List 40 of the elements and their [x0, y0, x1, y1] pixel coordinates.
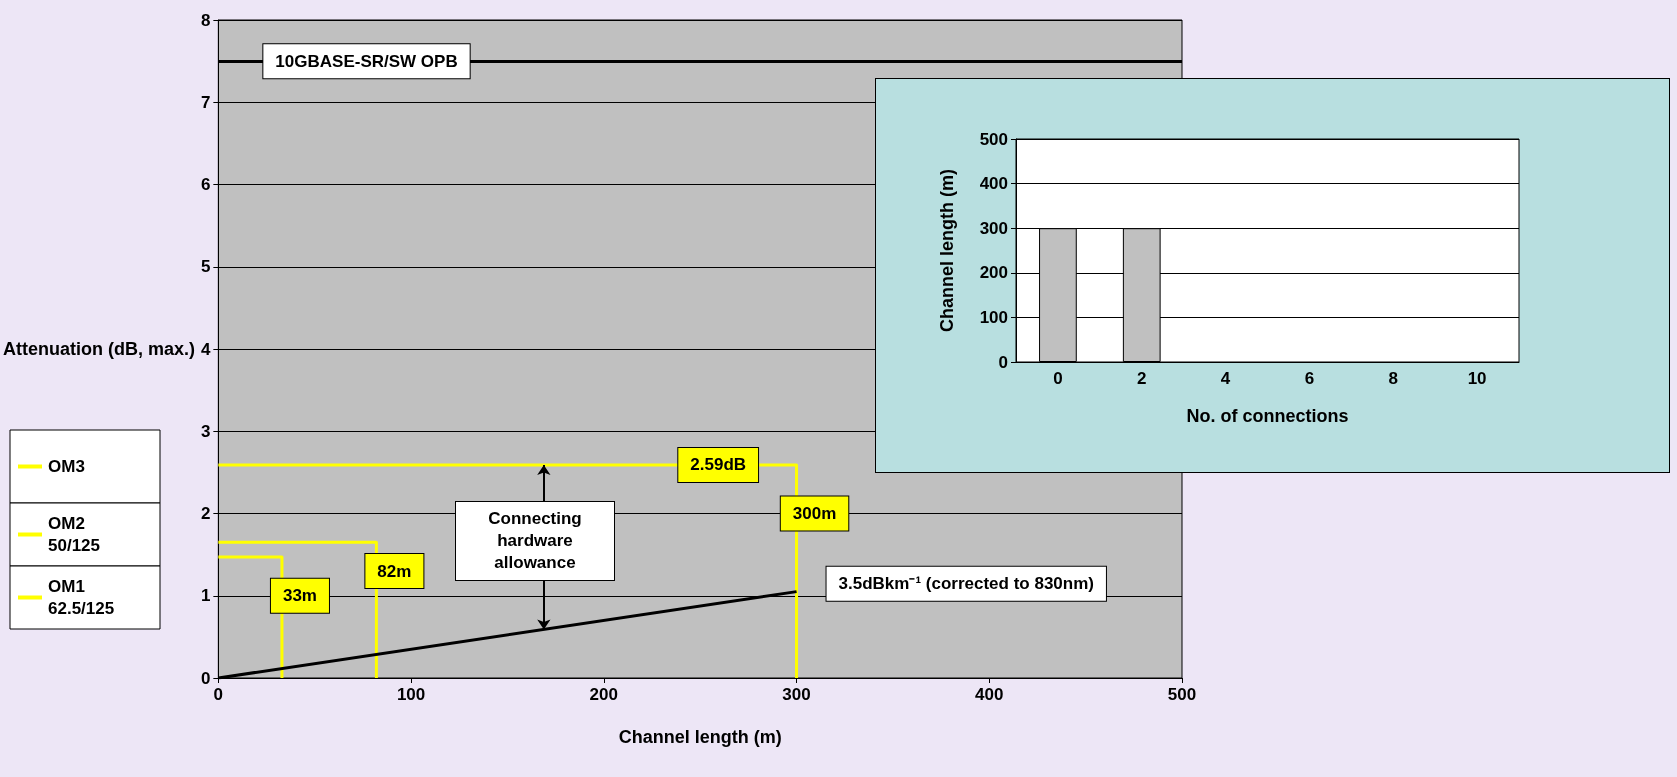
x-tick-label: 6	[1304, 369, 1315, 388]
x-tick-label: 4	[1220, 369, 1231, 388]
x-tick-label: 300	[782, 685, 811, 704]
y-tick-label: 5	[200, 257, 211, 277]
y-tick-label: 100	[979, 307, 1008, 327]
y-axis-title: Attenuation (dB, max.)	[3, 339, 195, 359]
y-tick-label: 3	[200, 421, 211, 441]
note-box: Connecting hardware allowance	[455, 501, 615, 581]
x-tick-label: 100	[396, 685, 426, 704]
y-tick-label: 0	[998, 352, 1008, 372]
annotation: 300m	[792, 504, 837, 523]
x-tick-label: 500	[1167, 685, 1197, 704]
y-tick-label: 4	[200, 339, 211, 359]
annotation: 33m	[282, 586, 317, 606]
legend-label: OM3	[48, 457, 85, 476]
y-tick-label: 7	[200, 92, 211, 112]
x-tick-label: 200	[589, 685, 618, 704]
y-tick-label: 6	[200, 175, 211, 194]
x-tick-label: 0	[213, 685, 224, 704]
y-tick-label: 500	[979, 129, 1008, 149]
y-axis-title: Channel length (m)	[937, 169, 957, 332]
y-tick-label: 0	[200, 668, 211, 688]
y-tick-label: 8	[200, 10, 211, 30]
y-tick-label: 400	[979, 174, 1008, 194]
ref-line-label: 10GBASE-SR/SW OPB	[275, 51, 458, 71]
legend-label: OM1 62.5/125	[48, 577, 115, 618]
y-tick-label: 2	[200, 504, 211, 523]
text: 3.5dBkm⁻¹ (corrected to 830nm)	[838, 574, 1094, 594]
x-tick-label: 2	[1137, 369, 1147, 388]
x-tick-label: 8	[1388, 369, 1398, 388]
annotation: 82m	[377, 561, 412, 581]
x-tick-label: 0	[1053, 369, 1063, 388]
x-axis-title: No. of connections	[1186, 406, 1349, 426]
y-tick-label: 300	[979, 218, 1008, 238]
y-tick-label: 200	[979, 263, 1008, 283]
x-tick-label: 10	[1467, 369, 1487, 388]
y-tick-label: 1	[200, 586, 211, 606]
x-axis-title: Channel length (m)	[618, 727, 782, 747]
legend-label: OM2 50/125	[48, 514, 100, 555]
annotation: 2.59dB	[690, 455, 747, 475]
